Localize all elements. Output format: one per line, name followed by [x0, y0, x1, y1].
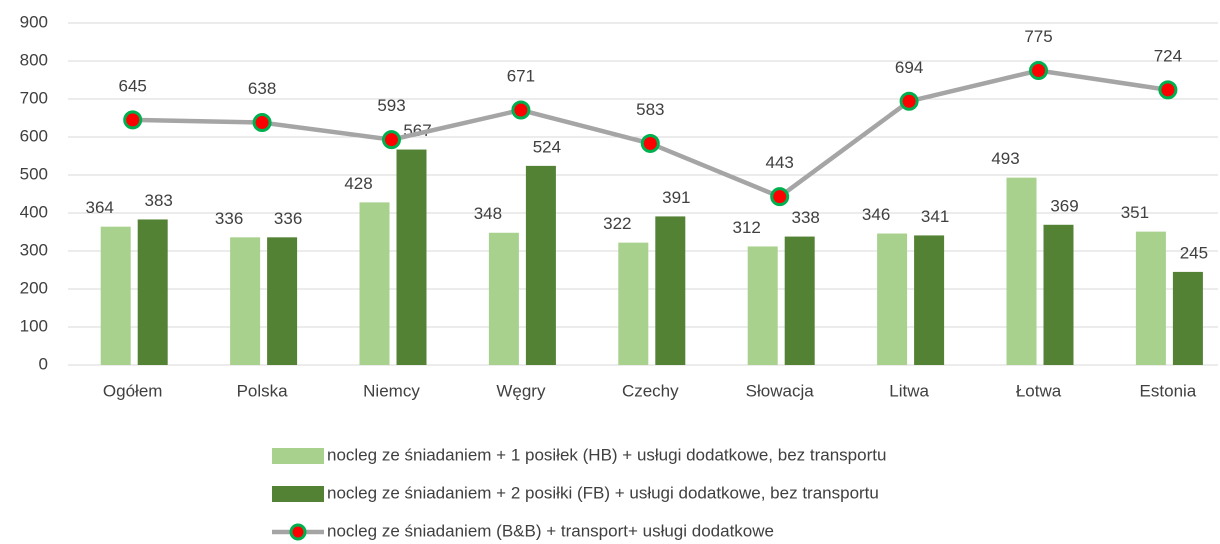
line-marker: [770, 187, 790, 207]
data-label: 351: [1121, 203, 1149, 222]
bar: [1043, 224, 1074, 365]
data-label: 428: [344, 174, 372, 193]
legend-label: nocleg ze śniadaniem (B&B) + transport+ …: [327, 521, 774, 540]
y-tick-label: 200: [20, 278, 48, 297]
legend-label: nocleg ze śniadaniem + 2 posiłki (FB) + …: [327, 483, 879, 502]
legend-swatch: [272, 448, 324, 464]
bar: [230, 237, 261, 365]
x-tick-label: Węgry: [496, 381, 546, 400]
x-tick-label: Ogółem: [103, 381, 163, 400]
y-tick-label: 0: [39, 354, 48, 373]
line-marker: [252, 113, 272, 133]
y-tick-label: 800: [20, 50, 48, 69]
x-tick-label: Niemcy: [363, 381, 420, 400]
data-label: 724: [1154, 46, 1182, 65]
data-label: 383: [145, 191, 173, 210]
bar: [914, 235, 945, 365]
y-tick-label: 100: [20, 316, 48, 335]
line-marker: [1158, 80, 1178, 100]
line-marker: [899, 91, 919, 111]
data-label: 245: [1180, 243, 1208, 262]
y-tick-label: 400: [20, 202, 48, 221]
data-label: 391: [662, 188, 690, 207]
line-marker: [123, 110, 143, 130]
bar: [100, 226, 131, 365]
y-tick-label: 700: [20, 88, 48, 107]
data-label: 694: [895, 58, 923, 77]
data-label: 336: [215, 209, 243, 228]
x-tick-label: Łotwa: [1016, 381, 1062, 400]
data-label: 645: [119, 76, 147, 95]
y-tick-label: 600: [20, 126, 48, 145]
y-tick-label: 300: [20, 240, 48, 259]
x-tick-label: Czechy: [622, 381, 679, 400]
legend-label: nocleg ze śniadaniem + 1 posiłek (HB) + …: [327, 445, 886, 464]
data-label: 338: [792, 208, 820, 227]
x-tick-label: Litwa: [889, 381, 929, 400]
bar: [488, 232, 519, 365]
data-label: 369: [1050, 196, 1078, 215]
data-label: 364: [86, 198, 114, 217]
bar: [1172, 271, 1203, 365]
x-tick-label: Słowacja: [746, 381, 815, 400]
x-tick-label: Estonia: [1140, 381, 1197, 400]
bar: [784, 236, 815, 365]
bar: [655, 216, 686, 365]
data-label: 322: [603, 214, 631, 233]
data-label: 312: [733, 218, 761, 237]
data-label: 443: [766, 153, 794, 172]
data-label: 583: [636, 100, 664, 119]
line-marker: [1029, 61, 1048, 80]
bar: [618, 242, 649, 365]
bar: [747, 246, 778, 365]
data-label: 493: [991, 149, 1019, 168]
bar: [1006, 177, 1037, 365]
bar: [877, 233, 908, 365]
data-label: 341: [921, 207, 949, 226]
data-label: 348: [474, 204, 502, 223]
bar: [137, 219, 168, 365]
bar: [525, 165, 556, 365]
data-label: 346: [862, 205, 890, 224]
data-label: 638: [248, 79, 276, 98]
bar: [396, 149, 427, 365]
data-label: 524: [533, 137, 561, 156]
data-label: 593: [377, 96, 405, 115]
data-label: 775: [1024, 27, 1052, 46]
legend-swatch: [272, 486, 324, 502]
data-label: 336: [274, 209, 302, 228]
x-tick-label: Polska: [237, 381, 289, 400]
line-marker: [511, 100, 531, 120]
legend-marker: [289, 523, 307, 541]
bar: [1135, 231, 1166, 365]
bar: [267, 237, 298, 365]
y-tick-label: 900: [20, 12, 48, 31]
data-label: 671: [507, 67, 535, 86]
line-marker: [640, 133, 660, 153]
y-tick-label: 500: [20, 164, 48, 183]
line-marker: [382, 130, 401, 150]
bar: [359, 202, 390, 365]
